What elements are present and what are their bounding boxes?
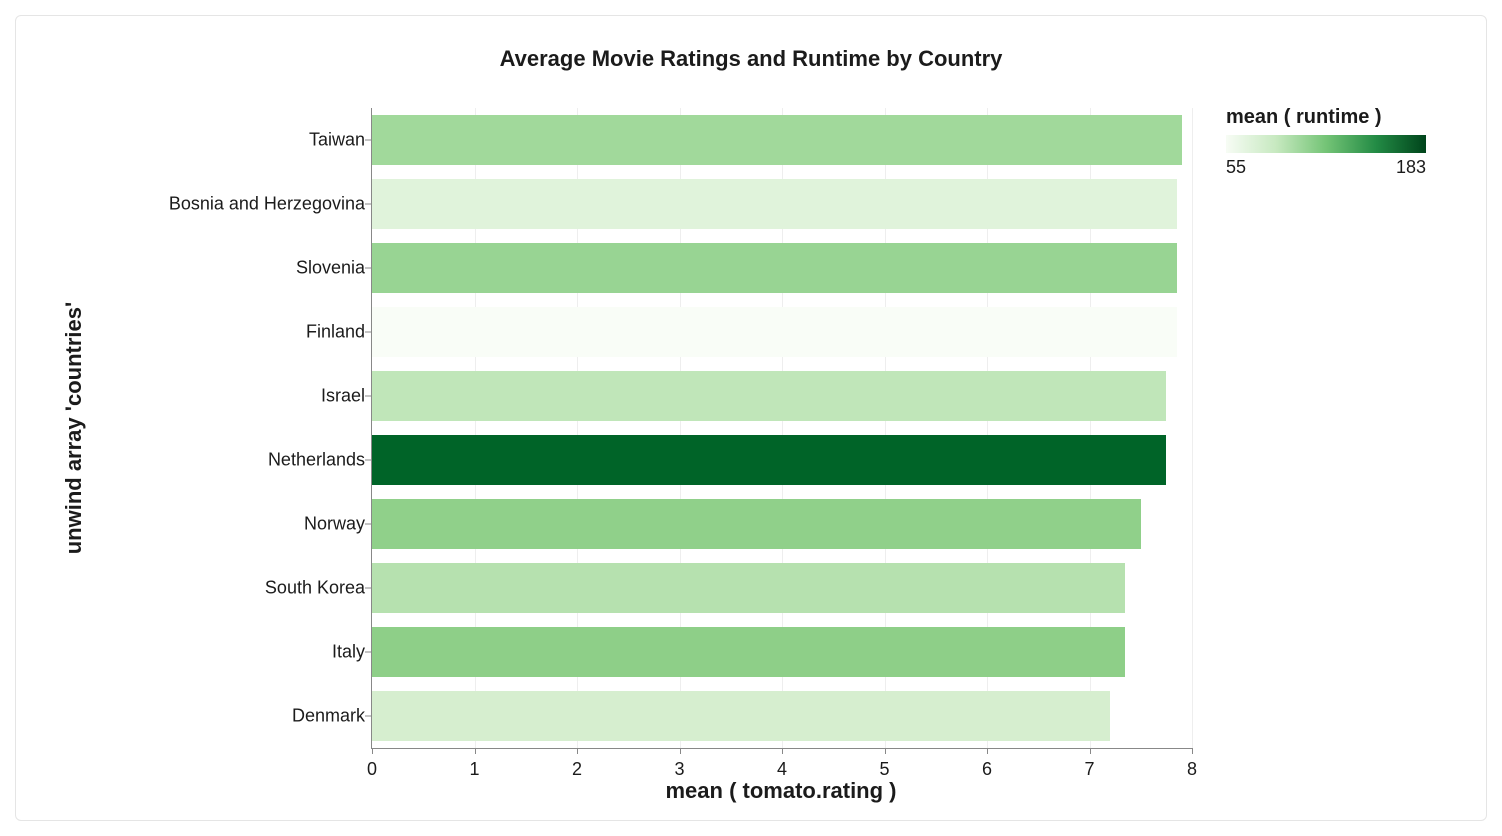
- bar: [372, 691, 1110, 741]
- legend-max-label: 183: [1396, 157, 1426, 178]
- x-tick-label: 5: [879, 759, 889, 780]
- x-tick-label: 4: [777, 759, 787, 780]
- gridline: [1192, 108, 1193, 748]
- y-tick-label: South Korea: [265, 578, 365, 599]
- bar: [372, 563, 1125, 613]
- bar: [372, 307, 1177, 357]
- legend-title: mean ( runtime ): [1226, 106, 1436, 129]
- x-tick-label: 7: [1084, 759, 1094, 780]
- x-tick: [475, 748, 476, 754]
- x-tick-label: 0: [367, 759, 377, 780]
- bar: [372, 499, 1141, 549]
- legend-labels: 55 183: [1226, 157, 1426, 178]
- bar: [372, 243, 1177, 293]
- plot-area: 012345678: [371, 108, 1192, 749]
- chart-card: Average Movie Ratings and Runtime by Cou…: [15, 15, 1487, 821]
- bar: [372, 115, 1182, 165]
- color-legend: mean ( runtime ) 55 183: [1226, 106, 1436, 178]
- chart-title: Average Movie Ratings and Runtime by Cou…: [16, 46, 1486, 72]
- x-tick: [1192, 748, 1193, 754]
- y-tick-label: Finland: [306, 322, 365, 343]
- y-axis-labels: Taiwan Bosnia and Herzegovina Slovenia Finl…: [16, 108, 371, 748]
- x-tick-label: 8: [1187, 759, 1197, 780]
- y-tick-label: Slovenia: [296, 258, 365, 279]
- x-tick-label: 6: [982, 759, 992, 780]
- x-tick: [885, 748, 886, 754]
- y-tick-label: Bosnia and Herzegovina: [169, 194, 365, 215]
- x-tick-label: 3: [674, 759, 684, 780]
- x-tick-label: 2: [572, 759, 582, 780]
- y-tick-label: Netherlands: [268, 450, 365, 471]
- x-tick: [782, 748, 783, 754]
- y-tick-label: Denmark: [292, 706, 365, 727]
- y-tick-label: Italy: [332, 642, 365, 663]
- x-tick-label: 1: [469, 759, 479, 780]
- y-tick-label: Norway: [304, 514, 365, 535]
- x-tick: [1090, 748, 1091, 754]
- bar: [372, 435, 1166, 485]
- bar: [372, 627, 1125, 677]
- bar: [372, 371, 1166, 421]
- x-tick: [680, 748, 681, 754]
- legend-gradient: [1226, 135, 1426, 153]
- x-tick: [987, 748, 988, 754]
- y-tick-label: Israel: [321, 386, 365, 407]
- x-axis-title: mean ( tomato.rating ): [371, 778, 1191, 804]
- x-tick: [577, 748, 578, 754]
- y-tick-label: Taiwan: [309, 130, 365, 151]
- legend-min-label: 55: [1226, 157, 1246, 178]
- bar: [372, 179, 1177, 229]
- x-tick: [372, 748, 373, 754]
